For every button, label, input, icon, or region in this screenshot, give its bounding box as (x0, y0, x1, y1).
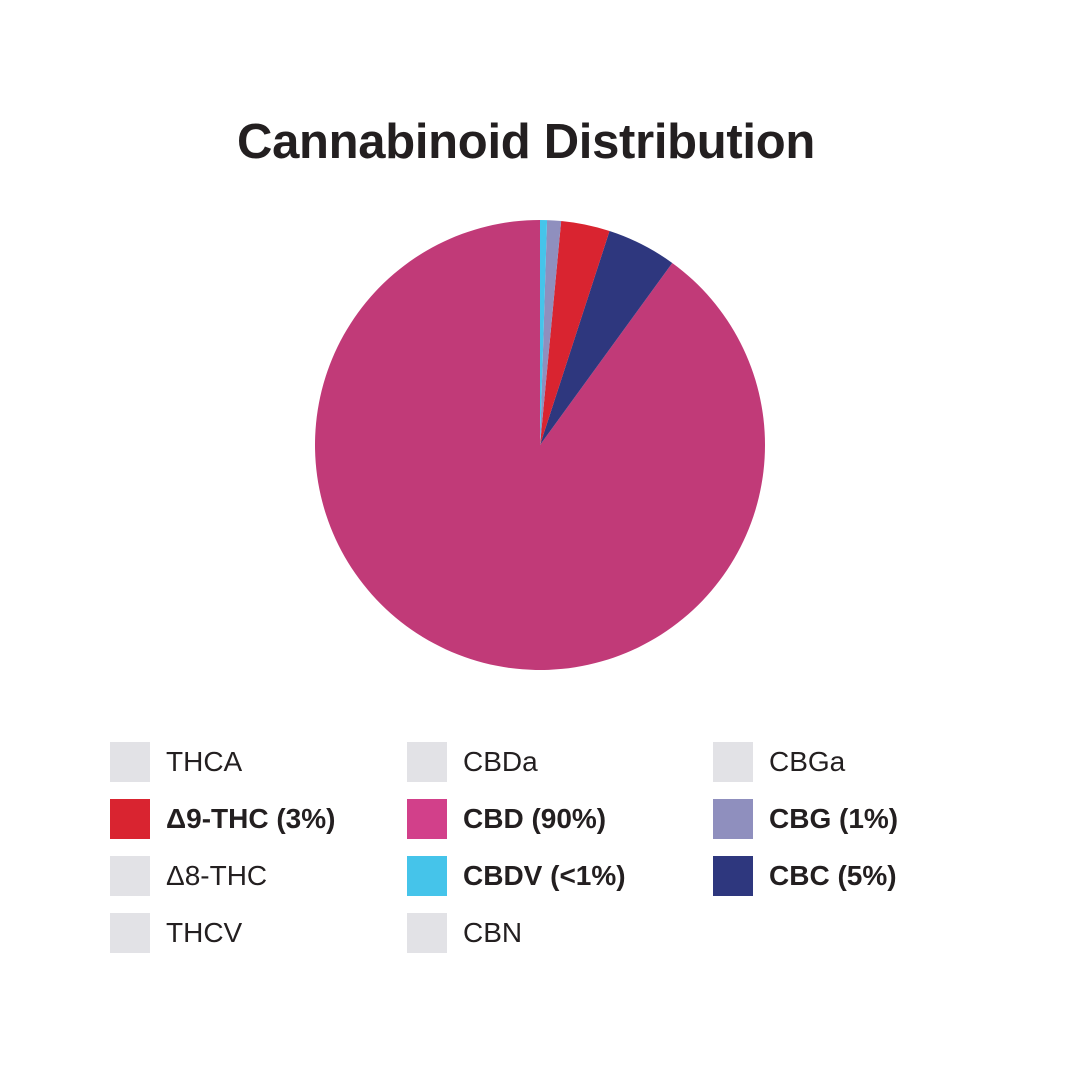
legend-item: Δ8-THC (110, 856, 267, 896)
legend-label: CBDV (<1%) (463, 860, 626, 891)
legend-swatch (407, 799, 447, 839)
legend-swatch (407, 856, 447, 896)
legend-swatch (407, 913, 447, 953)
legend-item: THCV (110, 913, 242, 953)
legend-item: CBDV (<1%) (407, 856, 626, 896)
chart-title: Cannabinoid Distribution (236, 115, 816, 169)
legend-label: CBGa (769, 746, 846, 777)
legend-item: CBC (5%) (713, 856, 897, 896)
legend-label: CBC (5%) (769, 860, 897, 891)
legend-swatch (407, 742, 447, 782)
legend-label: Δ9-THC (3%) (166, 803, 336, 834)
legend-label: CBD (90%) (463, 803, 607, 834)
legend-label: THCA (166, 746, 243, 777)
legend-swatch (713, 799, 753, 839)
legend-item: CBGa (713, 742, 845, 782)
legend-swatch (110, 913, 150, 953)
pie-slice-cbc (540, 231, 673, 445)
pie-slices (315, 220, 765, 671)
legend-item: THCA (110, 742, 242, 782)
pie-slice-cbdv (540, 220, 548, 445)
legend-swatch (110, 856, 150, 896)
legend-item: CBDa (407, 742, 538, 782)
legend-label: CBDa (463, 746, 538, 777)
legend-item: Δ9-THC (3%) (110, 799, 335, 839)
legend-swatch (110, 799, 150, 839)
legend-swatch (110, 742, 150, 782)
pie-slice--9-thc (540, 221, 610, 445)
legend-swatch (713, 856, 753, 896)
legend-label: CBG (1%) (769, 803, 899, 834)
legend-label: THCV (166, 917, 243, 948)
legend: THCA Δ9-THC (3%) Δ8-THC THCV CBDa CBD (90%) CB… (110, 742, 970, 972)
legend-item: CBD (90%) (407, 799, 606, 839)
legend-item: CBG (1%) (713, 799, 898, 839)
pie-slice-cbg (540, 220, 562, 445)
legend-item: CBN (407, 913, 522, 953)
legend-swatch (713, 742, 753, 782)
pie-slice-cbd (315, 220, 765, 671)
legend-label: Δ8-THC (166, 860, 268, 891)
legend-label: CBN (463, 917, 523, 948)
